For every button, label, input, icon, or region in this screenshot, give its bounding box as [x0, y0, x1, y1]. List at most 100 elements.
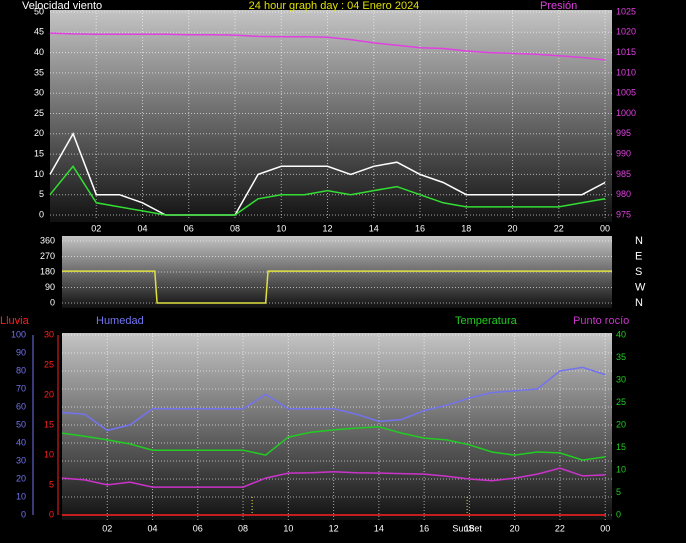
y-tick-label: 40 [34, 47, 44, 57]
x-tick-label: 12 [323, 223, 333, 233]
compass-label: N [635, 235, 643, 247]
y-tick-label: 5 [616, 487, 621, 497]
plot-area [50, 10, 612, 222]
y-tick-label: 1000 [616, 108, 636, 118]
y-tick-label: 50 [16, 419, 26, 429]
y-tick-label: 10 [616, 464, 626, 474]
y-tick-label: 0 [616, 509, 621, 519]
y-tick-label: 30 [16, 455, 26, 465]
y-tick-label: 30 [34, 88, 44, 98]
y-tick-label: 995 [616, 128, 631, 138]
chart-title: 24 hour graph day : 04 Enero 2024 [249, 0, 420, 12]
event-label: SunSet [452, 523, 482, 533]
x-tick-label: 18 [464, 523, 474, 533]
x-tick-label: 08 [230, 223, 240, 233]
y-tick-label: 360 [40, 235, 55, 245]
compass-label: W [635, 281, 646, 293]
x-tick-label: 04 [138, 223, 148, 233]
x-tick-label: 06 [184, 223, 194, 233]
x-tick-label: 16 [419, 523, 429, 533]
y-tick-label: 15 [616, 442, 626, 452]
y-tick-label: 980 [616, 189, 631, 199]
y-tick-label: 1005 [616, 88, 636, 98]
y-tick-label: 985 [616, 169, 631, 179]
y-tick-label: 1015 [616, 47, 636, 57]
y-tick-label: 1020 [616, 27, 636, 37]
x-tick-label: 20 [510, 523, 520, 533]
y-tick-label: 1025 [616, 6, 636, 16]
y-tick-label: 100 [11, 329, 26, 339]
y-tick-label: 60 [16, 401, 26, 411]
y-tick-label: 20 [616, 419, 626, 429]
y-tick-label: 20 [44, 389, 54, 399]
y-tick-label: 990 [616, 148, 631, 158]
x-tick-label: 18 [461, 223, 471, 233]
y-tick-label: 45 [34, 27, 44, 37]
y-tick-label: 40 [16, 437, 26, 447]
y-tick-label: 25 [34, 108, 44, 118]
compass-label: E [635, 250, 642, 262]
plot-area [62, 333, 612, 520]
x-tick-label: 16 [415, 223, 425, 233]
y-axis-label: Velocidad viento [22, 0, 102, 12]
series-line [61, 467, 606, 488]
y-tick-label: 10 [34, 169, 44, 179]
series-line [62, 270, 612, 304]
x-tick-label: 10 [283, 523, 293, 533]
y-tick-label: 10 [44, 449, 54, 459]
series-label: Presión [540, 0, 577, 12]
y-tick-label: 5 [39, 189, 44, 199]
y-tick-label: 35 [616, 352, 626, 362]
y-tick-label: 975 [616, 209, 631, 219]
compass-label: N [635, 297, 643, 309]
x-tick-label: 06 [193, 523, 203, 533]
y-tick-label: 20 [34, 128, 44, 138]
x-tick-label: 02 [102, 523, 112, 533]
x-tick-label: 20 [508, 223, 518, 233]
y-tick-label: 0 [21, 509, 26, 519]
x-tick-label: 02 [91, 223, 101, 233]
compass-label: S [635, 266, 642, 278]
series-line [61, 426, 606, 461]
x-tick-label: 12 [329, 523, 339, 533]
y-tick-label: 30 [44, 329, 54, 339]
y-tick-label: 1010 [616, 67, 636, 77]
x-tick-label: 14 [369, 223, 379, 233]
x-tick-label: 22 [554, 223, 564, 233]
y-tick-label: 70 [16, 383, 26, 393]
x-tick-label: 14 [374, 523, 384, 533]
series-label: Temperatura [455, 315, 518, 327]
y-tick-label: 180 [40, 266, 55, 276]
y-tick-label: 50 [34, 6, 44, 16]
plot-area [62, 236, 612, 308]
y-tick-label: 0 [39, 209, 44, 219]
series-label: Lluvia [0, 315, 30, 327]
y-tick-label: 35 [34, 67, 44, 77]
y-tick-label: 0 [49, 509, 54, 519]
y-tick-label: 20 [16, 473, 26, 483]
y-tick-label: 25 [44, 359, 54, 369]
y-tick-label: 0 [50, 297, 55, 307]
y-tick-label: 10 [16, 491, 26, 501]
y-tick-label: 90 [45, 282, 55, 292]
x-tick-label: 00 [600, 523, 610, 533]
series-line [61, 366, 606, 432]
x-tick-label: 00 [600, 223, 610, 233]
x-tick-label: 10 [276, 223, 286, 233]
series-line [49, 32, 606, 61]
y-tick-label: 15 [34, 148, 44, 158]
y-tick-label: 270 [40, 251, 55, 261]
series-line [49, 132, 606, 216]
y-tick-label: 40 [616, 329, 626, 339]
x-tick-label: 08 [238, 523, 248, 533]
series-label: Humedad [96, 315, 144, 327]
y-tick-label: 15 [44, 419, 54, 429]
series-line [49, 165, 606, 216]
y-tick-label: 80 [16, 365, 26, 375]
y-tick-label: 30 [616, 374, 626, 384]
y-tick-label: 90 [16, 347, 26, 357]
series-label: Punto rocío [573, 315, 629, 327]
x-tick-label: 22 [555, 523, 565, 533]
y-tick-label: 25 [616, 397, 626, 407]
